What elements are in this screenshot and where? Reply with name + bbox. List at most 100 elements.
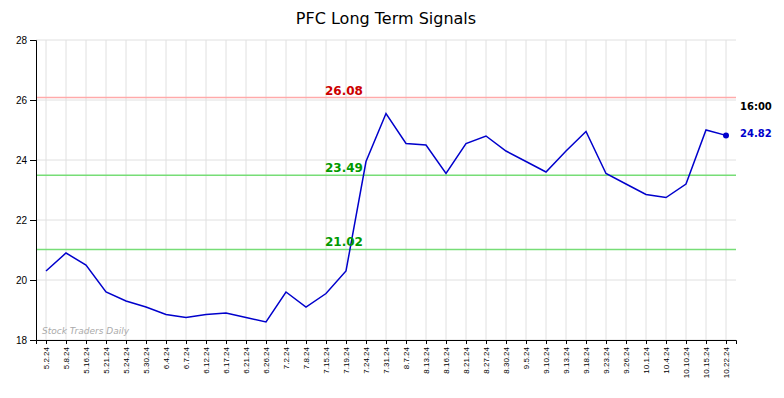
x-tick-mark: [166, 340, 167, 344]
x-tick-label: 5.8.24: [62, 346, 71, 369]
grid-line-x: [566, 40, 567, 340]
x-tick-mark: [726, 340, 727, 344]
x-tick-label: 8.30.24: [502, 346, 511, 373]
x-tick-mark: [366, 340, 367, 344]
grid-line-x: [726, 40, 727, 340]
x-tick-label: 8.27.24: [482, 346, 491, 373]
x-tick-mark: [646, 340, 647, 344]
x-tick-label: 7.19.24: [342, 346, 351, 373]
y-tick: 24: [16, 155, 36, 166]
grid-line-x: [246, 40, 247, 340]
x-tick: 10.1.24: [642, 340, 651, 374]
x-tick-label: 7.31.24: [382, 346, 391, 373]
x-tick-label: 8.21.24: [462, 346, 471, 373]
x-tick: 5.30.24: [142, 340, 151, 374]
grid-line-x: [306, 40, 307, 340]
grid-line-x: [206, 40, 207, 340]
x-tick-label: 8.7.24: [402, 346, 411, 369]
x-tick-mark: [426, 340, 427, 344]
x-tick-label: 8.16.24: [442, 346, 451, 373]
x-tick-label: 10.1.24: [642, 346, 651, 373]
x-tick-mark: [666, 340, 667, 344]
y-tick: 18: [16, 335, 36, 346]
x-tick-mark: [546, 340, 547, 344]
x-tick-label: 5.30.24: [142, 346, 151, 373]
price-label: 24.82: [740, 128, 772, 139]
x-tick-mark: [386, 340, 387, 344]
reference-label: 23.49: [325, 161, 363, 175]
x-tick-mark: [266, 340, 267, 344]
y-tick-label: 18: [16, 335, 28, 346]
x-tick-mark: [526, 340, 527, 344]
x-tick: 10.4.24: [662, 340, 671, 374]
x-tick-mark: [226, 340, 227, 344]
x-tick-label: 7.15.24: [322, 346, 331, 373]
x-tick: 10.22.24: [722, 340, 731, 378]
grid-line-x: [386, 40, 387, 340]
chart-title: PFC Long Term Signals: [296, 9, 476, 28]
x-tick: 6.12.24: [202, 340, 211, 374]
x-tick-label: 6.12.24: [202, 346, 211, 373]
x-tick-mark: [626, 340, 627, 344]
x-tick: 6.17.24: [222, 340, 231, 374]
x-tick: 7.24.24: [362, 340, 371, 374]
x-axis-line: [37, 341, 737, 345]
y-tick: 20: [16, 275, 36, 286]
x-tick-mark: [246, 340, 247, 344]
grid-line-x: [186, 40, 187, 340]
y-tick: 28: [16, 35, 36, 46]
chart-svg: 1820222426285.2.245.8.245.16.245.21.245.…: [0, 0, 784, 398]
x-tick-mark: [466, 340, 467, 344]
x-tick-mark: [206, 340, 207, 344]
y-axis: 182022242628: [16, 35, 37, 346]
x-tick-label: 8.13.24: [422, 346, 431, 373]
x-tick-label: 6.4.24: [162, 346, 171, 369]
plot-area: 1820222426285.2.245.8.245.16.245.21.245.…: [16, 35, 772, 378]
x-tick: 9.26.24: [622, 340, 631, 374]
grid-line-x: [626, 40, 627, 340]
y-axis-line: [30, 41, 37, 341]
grid-line-x: [666, 40, 667, 340]
x-tick-label: 9.5.24: [522, 346, 531, 369]
x-tick: 8.7.24: [402, 340, 411, 369]
grid-line-x: [586, 40, 587, 340]
x-tick: 6.4.24: [162, 340, 171, 369]
grid-line-x: [366, 40, 367, 340]
x-tick-label: 5.21.24: [102, 346, 111, 373]
x-tick-label: 9.26.24: [622, 346, 631, 373]
reference-line: [36, 97, 736, 99]
grid-line-x: [646, 40, 647, 340]
x-tick-label: 10.4.24: [662, 346, 671, 373]
grid-line-x: [286, 40, 287, 340]
grid-line-x: [226, 40, 227, 340]
x-tick-mark: [46, 340, 47, 344]
x-tick: 8.27.24: [482, 340, 491, 374]
x-tick: 9.13.24: [562, 340, 571, 374]
x-tick-label: 5.2.24: [42, 346, 51, 369]
time-label: 16:00: [740, 101, 772, 112]
x-tick: 9.5.24: [522, 340, 531, 369]
x-tick: 7.2.24: [282, 340, 291, 369]
x-tick: 5.24.24: [122, 340, 131, 374]
grid-line-x: [466, 40, 467, 340]
x-tick: 5.2.24: [42, 340, 51, 369]
x-tick-mark: [146, 340, 147, 344]
y-tick-mark: [30, 40, 36, 41]
reference-line: [36, 175, 736, 177]
grid-line-x: [546, 40, 547, 340]
grid-line-x: [126, 40, 127, 340]
x-tick-label: 10.10.24: [682, 346, 691, 378]
x-tick-label: 6.17.24: [222, 346, 231, 373]
reference-line: [36, 249, 736, 251]
x-tick: 7.19.24: [342, 340, 351, 374]
x-tick: 8.30.24: [502, 340, 511, 374]
x-tick-label: 6.26.24: [262, 346, 271, 373]
y-tick-label: 26: [16, 95, 28, 106]
x-tick-mark: [326, 340, 327, 344]
reference-label: 26.08: [325, 84, 363, 98]
x-tick: 10.10.24: [682, 340, 691, 378]
x-tick-label: 5.16.24: [82, 346, 91, 373]
grid-line-x: [706, 40, 707, 340]
grid: [36, 40, 736, 340]
x-tick: 9.10.24: [542, 340, 551, 374]
